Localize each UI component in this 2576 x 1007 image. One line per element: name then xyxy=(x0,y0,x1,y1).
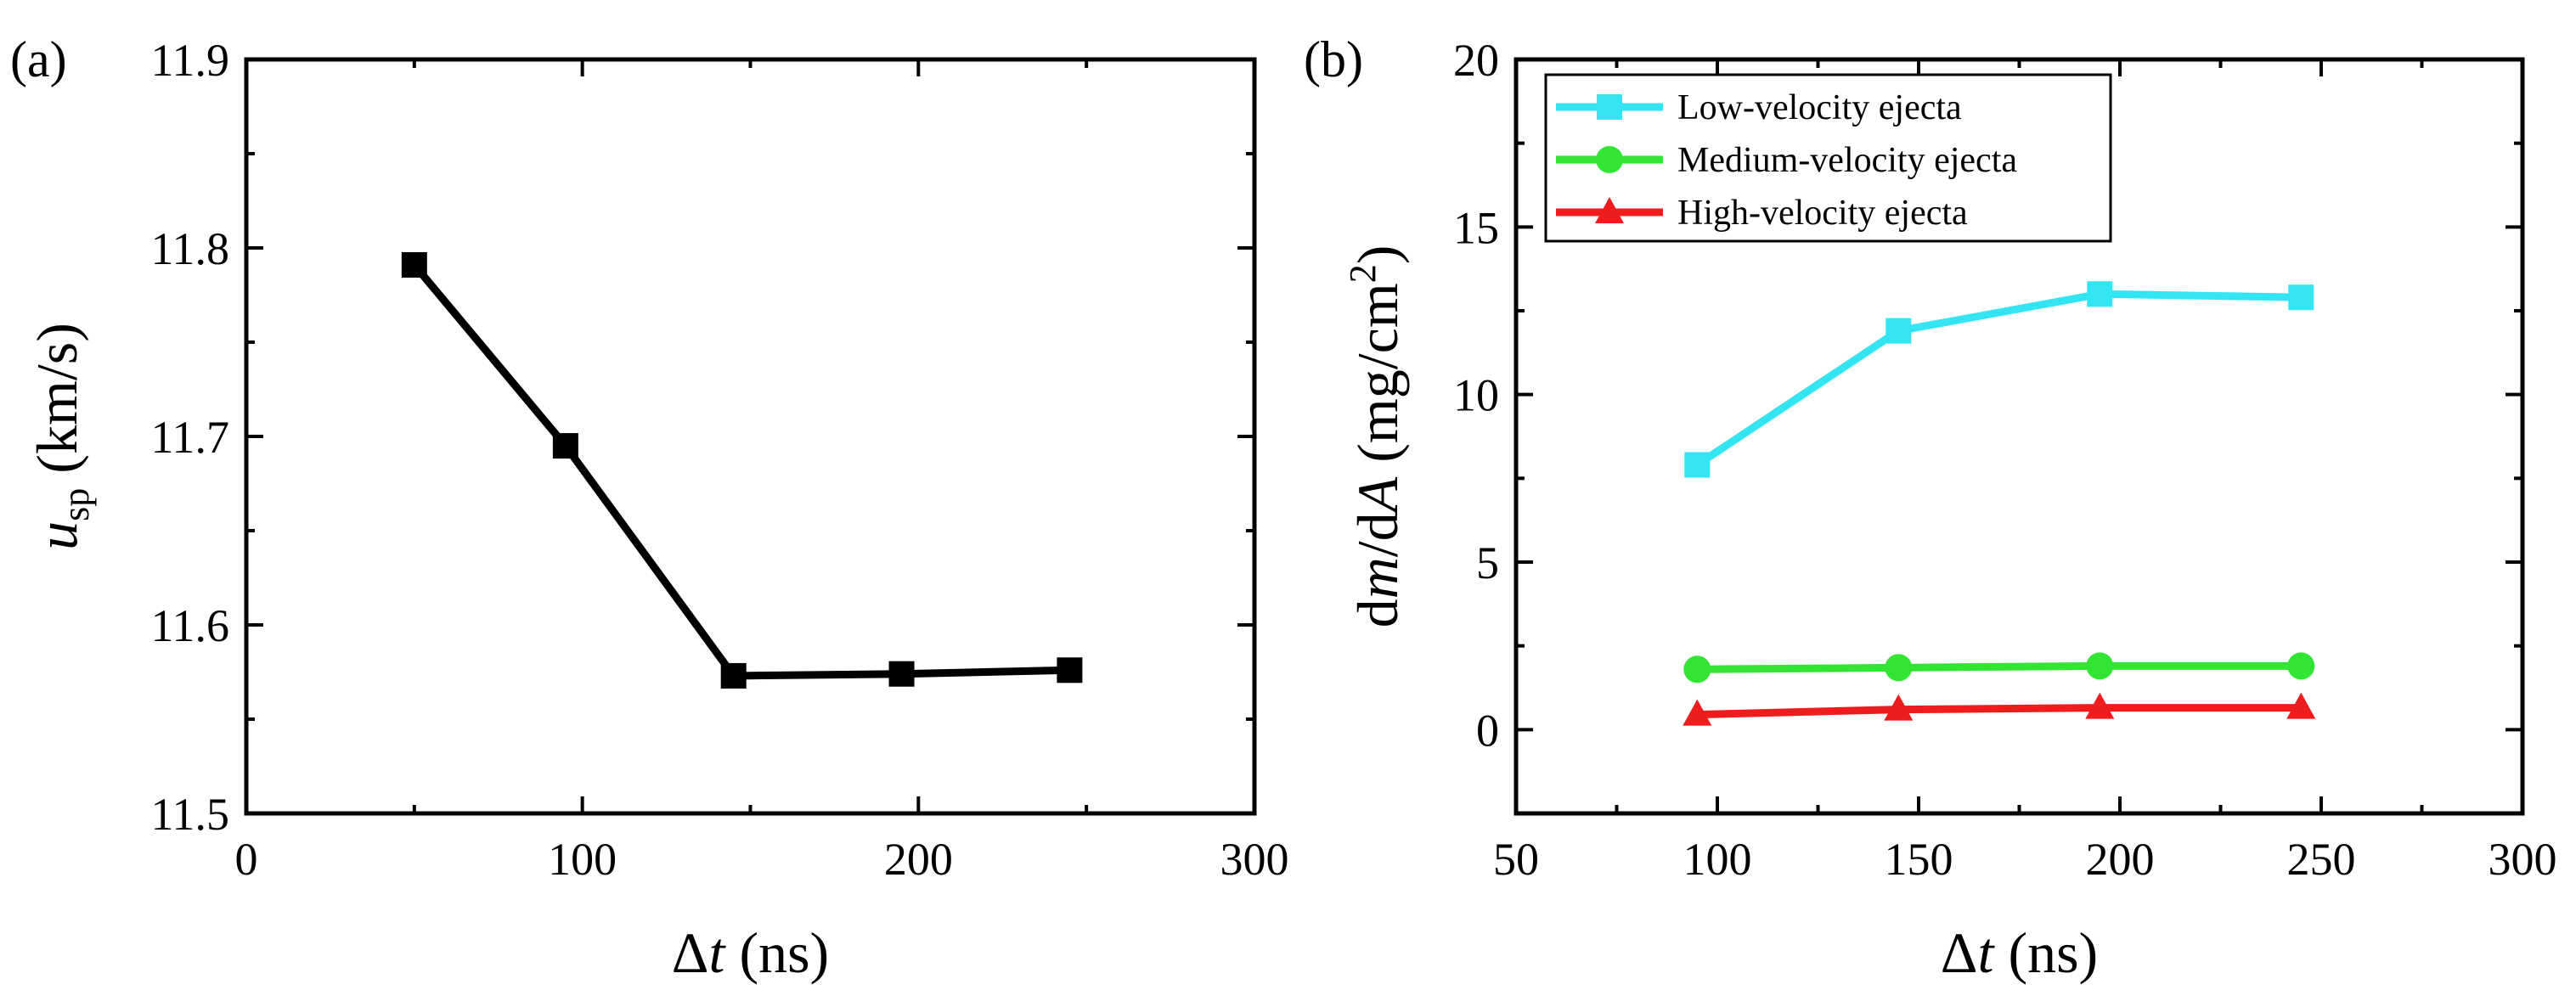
data-point xyxy=(1683,655,1711,684)
data-point xyxy=(2286,692,2316,719)
data-point xyxy=(1884,694,1914,721)
x-tick-label: 150 xyxy=(1885,834,1953,885)
y-axis-title: usp (km/s) xyxy=(25,323,97,550)
y-tick-label: 0 xyxy=(1476,705,1499,756)
data-point xyxy=(720,662,747,689)
x-axis-title-prefix: Δ xyxy=(672,920,709,985)
panel-label: (b) xyxy=(1304,31,1363,87)
legend: Low-velocity ejecta Medium-velocity eject… xyxy=(1544,73,2112,243)
series-line xyxy=(1697,661,2302,673)
series-2 xyxy=(1683,652,2315,684)
legend-marker xyxy=(1597,94,1622,120)
legend-label: High-velocity ejecta xyxy=(1677,194,1968,233)
y-tick-label: 11.7 xyxy=(151,412,230,463)
x-tick-label: 100 xyxy=(548,834,617,885)
y-tick-label: 11.8 xyxy=(151,223,230,274)
y-tick-label: 11.9 xyxy=(151,35,230,86)
y-tick-label: 11.6 xyxy=(151,600,230,651)
plot-frame xyxy=(244,57,1257,816)
data-point xyxy=(2086,652,2114,680)
y-tick-label: 10 xyxy=(1453,370,1499,421)
y-axis-title-mid: /d xyxy=(1345,512,1410,557)
y-axis-title-subscript: sp xyxy=(55,488,97,521)
series-1 xyxy=(401,251,1083,689)
series-1 xyxy=(1684,281,2314,478)
x-tick-label: 200 xyxy=(884,834,953,885)
x-tick-label: 300 xyxy=(2489,834,2557,885)
y-axis-title-close: ) xyxy=(1345,245,1410,265)
y-tick-label: 5 xyxy=(1476,537,1499,588)
data-point xyxy=(1885,654,1913,682)
data-point xyxy=(888,661,915,687)
series-line xyxy=(1697,704,2302,719)
x-tick-label: 200 xyxy=(2086,834,2155,885)
data-point xyxy=(401,251,427,278)
y-axis-title-prefix: d xyxy=(1345,599,1410,627)
legend-label: Medium-velocity ejecta xyxy=(1677,141,2017,180)
data-point xyxy=(2287,652,2315,680)
series-line xyxy=(1694,290,2302,469)
y-tick-label: 20 xyxy=(1453,35,1499,86)
panel-a-chart: 0 100 200 300 11.5 11.6 11.7 11.8 11.9 (a) Δt (ns)… xyxy=(10,31,1289,985)
data-point xyxy=(1057,657,1083,684)
legend-item: Medium-velocity ejecta xyxy=(1556,141,2017,180)
x-tick-label: 100 xyxy=(1683,834,1752,885)
y-axis-title-var: m xyxy=(1345,557,1410,599)
y-axis-title-var2: A xyxy=(1345,476,1410,515)
data-point xyxy=(1885,318,1912,344)
x-axis-title-var: t xyxy=(709,920,727,985)
y-tick-label: 15 xyxy=(1453,202,1499,253)
x-tick-label: 300 xyxy=(1220,834,1289,885)
x-axis-title: Δt (ns) xyxy=(1941,920,2098,985)
panel-b-chart: 50 100 150 200 250 300 0 5 10 15 20 (b) Δt (ns) dm/dA… xyxy=(1304,31,2557,985)
legend-item: Low-velocity ejecta xyxy=(1556,88,1962,127)
series-3 xyxy=(1683,692,2316,726)
legend-marker xyxy=(1596,146,1623,173)
y-tick-label: 11.5 xyxy=(151,789,230,840)
data-point xyxy=(1684,452,1711,478)
x-axis-title: Δt (ns) xyxy=(672,920,829,985)
y-axis-title-unit: (km/s) xyxy=(25,323,89,488)
x-axis-title-prefix: Δ xyxy=(1941,920,1978,985)
y-axis-title-superscript: 2 xyxy=(1342,264,1384,283)
data-point xyxy=(552,433,578,459)
data-point xyxy=(2087,281,2113,307)
series-line xyxy=(411,262,1070,680)
data-point xyxy=(2085,692,2115,719)
x-axis-title-var: t xyxy=(1978,920,1996,985)
y-axis-title-unit: (mg/cm xyxy=(1345,283,1410,477)
data-point xyxy=(1683,699,1712,726)
legend-label: Low-velocity ejecta xyxy=(1677,88,1962,127)
y-axis-title: dm/dA (mg/cm2) xyxy=(1342,245,1410,628)
x-axis-title-unit: (ns) xyxy=(1993,920,2098,985)
data-point xyxy=(2288,284,2314,311)
y-axis-title-var: u xyxy=(25,521,89,550)
x-axis-title-unit: (ns) xyxy=(724,920,829,985)
x-tick-label: 250 xyxy=(2287,834,2356,885)
x-tick-label: 50 xyxy=(1493,834,1539,885)
legend-item: High-velocity ejecta xyxy=(1556,194,1968,233)
panel-label: (a) xyxy=(10,31,67,87)
legend-marker xyxy=(1595,197,1624,223)
x-tick-label: 0 xyxy=(235,834,258,885)
